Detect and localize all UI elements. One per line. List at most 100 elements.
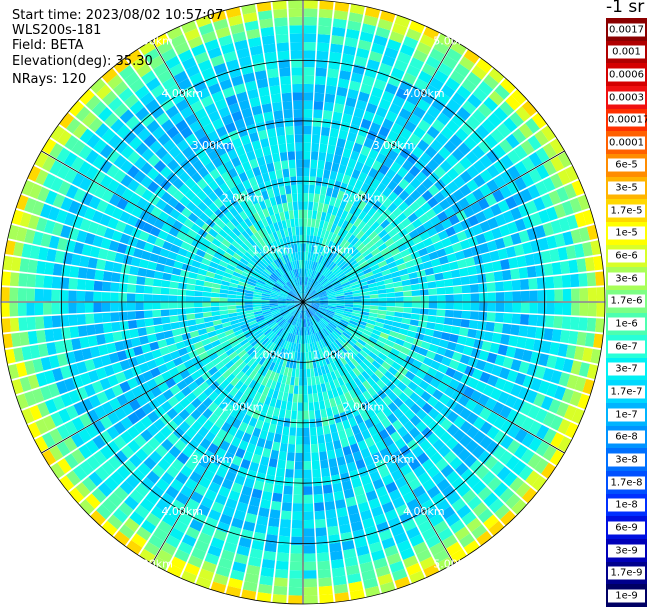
ppi-cell	[228, 490, 241, 502]
ppi-cell	[106, 425, 120, 440]
ppi-cell	[246, 123, 257, 135]
ppi-cell	[459, 239, 471, 250]
ppi-cell	[394, 15, 411, 28]
ppi-cell	[375, 106, 388, 118]
ppi-cell	[301, 293, 303, 302]
ppi-cell	[404, 355, 415, 365]
ppi-cell	[417, 119, 431, 132]
ppi-cell	[284, 477, 294, 487]
ppi-cell	[510, 268, 520, 280]
ppi-cell	[429, 542, 445, 556]
ppi-cell	[81, 348, 93, 360]
ppi-cell	[351, 115, 363, 127]
ppi-cell	[538, 209, 551, 224]
ppi-cell	[222, 276, 232, 283]
ppi-cell	[409, 20, 425, 34]
ppi-cell	[384, 82, 398, 95]
ppi-cell	[411, 290, 421, 296]
ppi-cell	[341, 53, 355, 64]
ppi-cell	[515, 106, 531, 122]
ppi-cell	[337, 376, 345, 387]
ppi-cell	[485, 272, 495, 283]
ppi-cell	[287, 324, 293, 333]
ppi-cell	[369, 305, 379, 310]
ppi-cell	[359, 361, 369, 371]
ppi-cell	[482, 207, 495, 220]
ppi-cell	[376, 410, 387, 422]
ppi-cell	[528, 314, 538, 326]
ppi-cell	[287, 244, 293, 254]
ppi-cell	[307, 209, 313, 219]
ppi-cell	[253, 531, 266, 543]
ppi-cell	[304, 327, 307, 336]
ppi-cell	[248, 176, 258, 187]
ppi-cell	[224, 404, 235, 415]
ppi-cell	[427, 420, 440, 433]
ppi-cell	[292, 317, 297, 326]
ppi-cell	[553, 315, 563, 329]
ppi-cell	[278, 143, 287, 153]
ppi-cell	[466, 412, 479, 425]
ppi-cell	[258, 238, 267, 248]
ppi-cell	[395, 297, 404, 302]
ppi-cell	[280, 309, 289, 315]
ppi-cell	[499, 138, 513, 154]
range-label: 1.00km	[312, 348, 354, 361]
ppi-cell	[216, 332, 227, 340]
ppi-cell	[355, 134, 366, 146]
ppi-cell	[215, 565, 231, 578]
ppi-cell	[349, 214, 358, 225]
ppi-cell	[212, 156, 223, 169]
ppi-cell	[312, 477, 322, 487]
ppi-cell	[415, 195, 427, 207]
ppi-cell	[366, 129, 378, 141]
ppi-cell	[157, 520, 173, 535]
ppi-cell	[421, 132, 435, 146]
ppi-cell	[354, 414, 364, 425]
ppi-cell	[240, 64, 254, 75]
ppi-cell	[385, 424, 397, 436]
ppi-cell	[344, 304, 354, 308]
ppi-cell	[235, 298, 245, 302]
ppi-cell	[204, 103, 218, 115]
ppi-cell	[410, 505, 424, 519]
ppi-cell	[277, 135, 286, 145]
ppi-cell	[386, 306, 396, 312]
ppi-cell	[472, 87, 488, 102]
ppi-cell	[308, 326, 312, 335]
ppi-cell	[371, 160, 383, 171]
ppi-cell	[324, 258, 331, 267]
ppi-cell	[313, 333, 318, 342]
ppi-cell	[150, 105, 165, 119]
ppi-cell	[303, 327, 305, 336]
ppi-cell	[348, 176, 358, 187]
ppi-cell	[438, 339, 449, 349]
ppi-cell	[432, 203, 444, 215]
ppi-cell	[368, 260, 378, 268]
ppi-cell	[171, 267, 182, 276]
ppi-cell	[185, 251, 196, 260]
ppi-cell	[345, 352, 354, 361]
ppi-cell	[514, 372, 527, 386]
ppi-cell	[138, 230, 150, 242]
ppi-cell	[227, 148, 238, 160]
ppi-cell	[261, 103, 273, 114]
ppi-cell	[173, 70, 189, 84]
ppi-cell	[303, 41, 316, 51]
ppi-cell	[404, 195, 415, 207]
ppi-cell	[161, 542, 177, 556]
ppi-cell	[347, 20, 362, 32]
ppi-cell	[313, 253, 319, 263]
ppi-cell	[314, 185, 322, 195]
ppi-cell	[314, 313, 321, 321]
ppi-cell	[313, 401, 320, 411]
ppi-cell	[484, 397, 498, 411]
ppi-cell	[593, 255, 604, 271]
ppi-cell	[143, 134, 157, 148]
ppi-cell	[425, 55, 441, 70]
ppi-cell	[306, 318, 310, 327]
ppi-cell	[15, 226, 28, 242]
ppi-cell	[159, 413, 172, 426]
ppi-cell	[331, 331, 339, 340]
